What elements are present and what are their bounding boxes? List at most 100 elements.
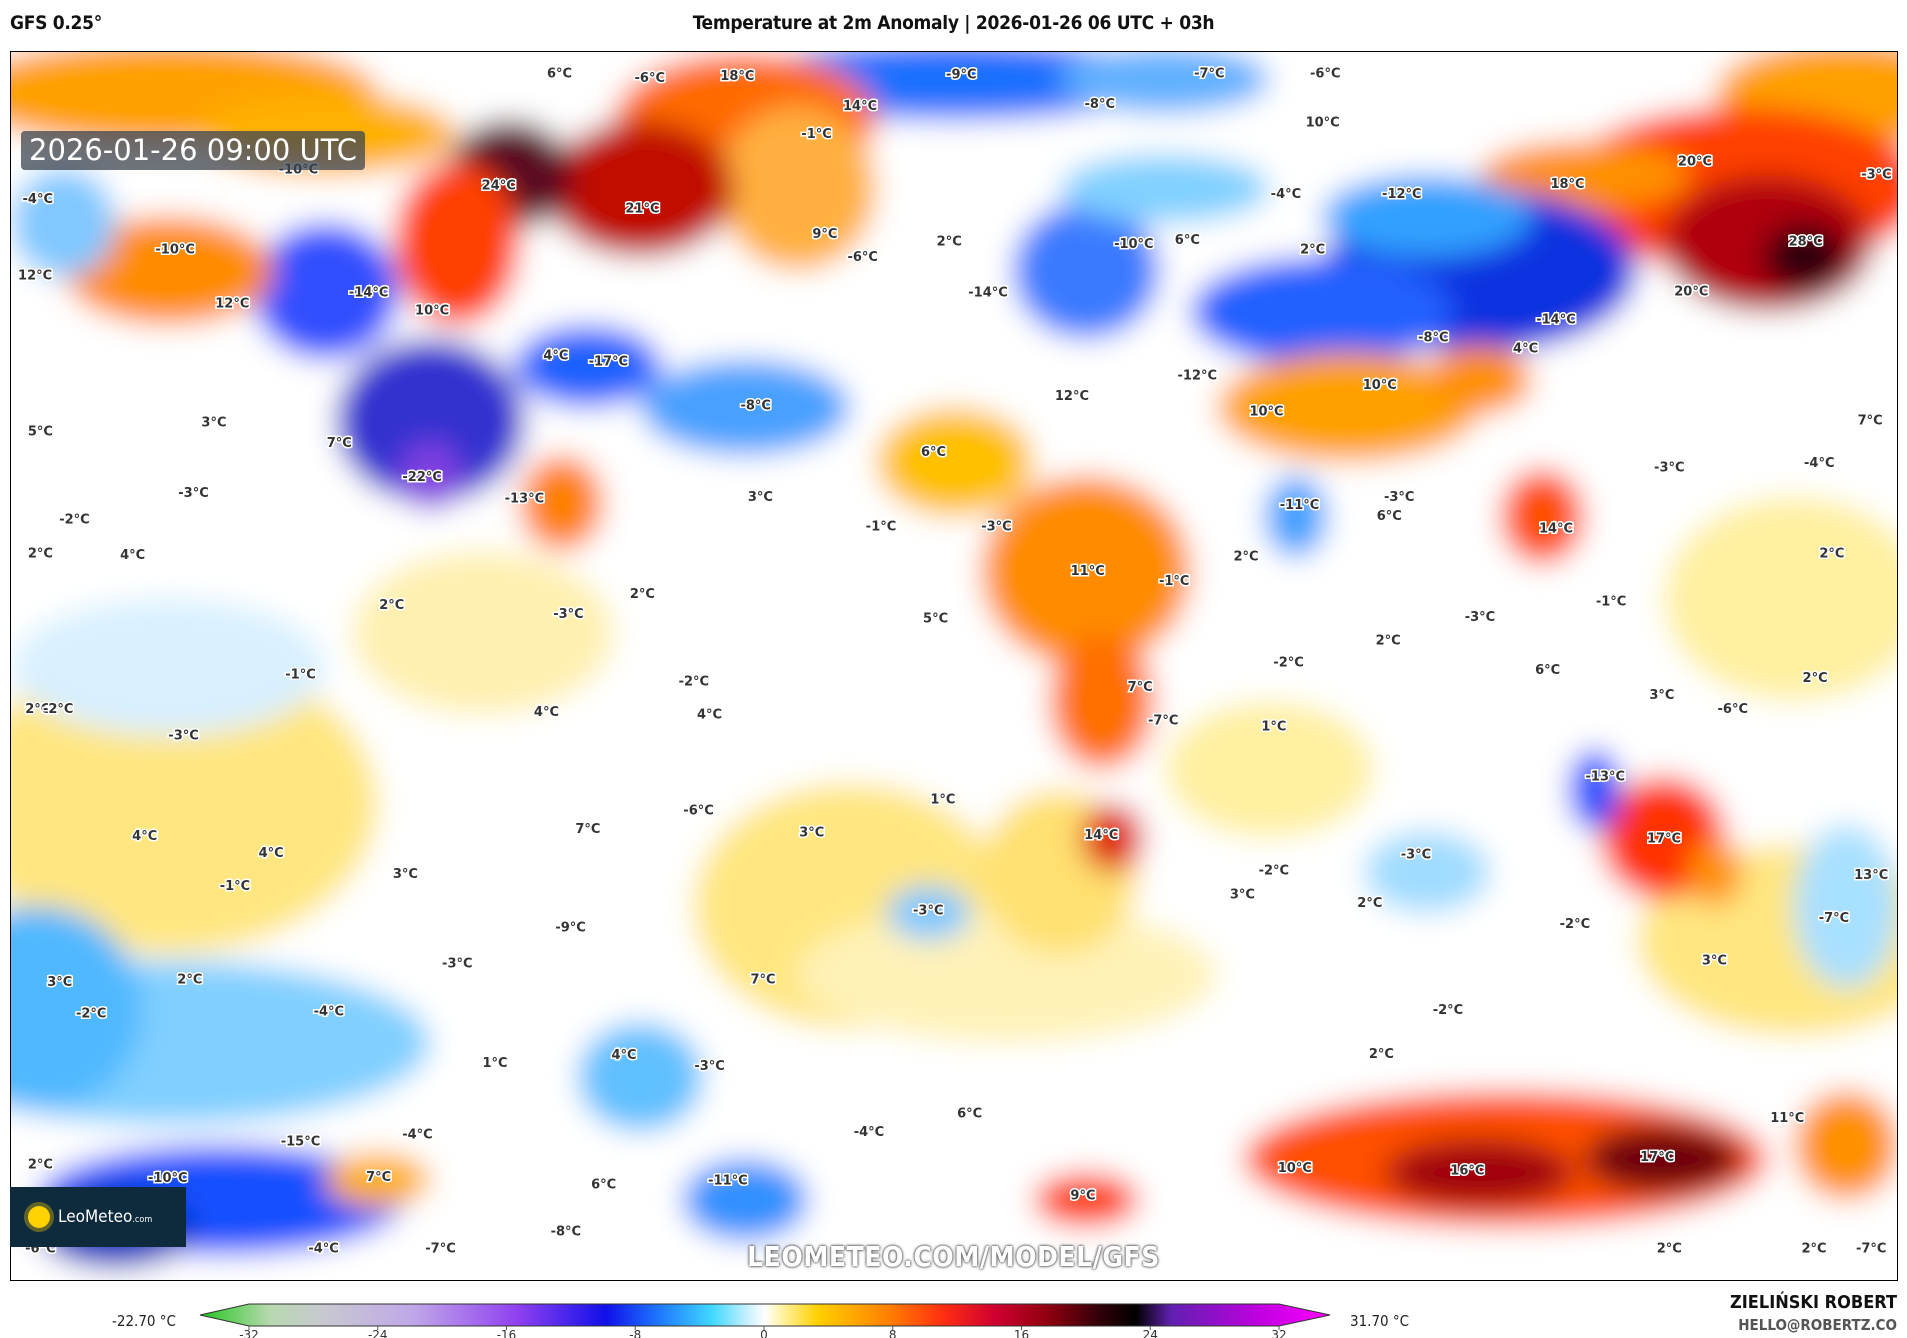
temperature-label: -1°C: [801, 127, 831, 142]
temperature-label: 18°C: [1550, 177, 1584, 192]
anomaly-area: [252, 222, 400, 360]
anomaly-area: [1164, 701, 1375, 838]
temperature-label: 12°C: [1055, 389, 1089, 404]
temperature-label: -8°C: [1418, 331, 1448, 346]
temperature-label: 2°C: [1819, 547, 1844, 562]
temperature-label: 20°C: [1674, 284, 1708, 299]
temperature-label: -7°C: [1856, 1242, 1886, 1257]
colorbar-tick-label: -8: [629, 1328, 641, 1338]
temperature-label: 2°C: [1369, 1047, 1394, 1062]
temperature-label: 17°C: [1647, 832, 1681, 847]
anomaly-area: [1080, 803, 1144, 872]
temperature-label: 20°C: [1678, 154, 1712, 169]
anomaly-area: [1049, 632, 1155, 770]
temperature-label: -3°C: [1401, 847, 1431, 862]
author-name: ZIELIŃSKI ROBERT: [1730, 1292, 1897, 1313]
anomaly-area: [886, 885, 971, 941]
anomaly-area: [393, 161, 520, 326]
temperature-label: 2°C: [630, 587, 655, 602]
temperature-label: 3°C: [393, 867, 418, 882]
temperature-label: -13°C: [1586, 769, 1626, 784]
temperature-label: 4°C: [259, 846, 284, 861]
temperature-label: 3°C: [1649, 688, 1674, 703]
logo-text: LeoMeteo: [58, 1207, 133, 1227]
temperature-label: -3°C: [1465, 610, 1495, 625]
temperature-label: 10°C: [1278, 1161, 1312, 1176]
temperature-label: -4°C: [308, 1242, 338, 1257]
temperature-label: -9°C: [946, 68, 976, 83]
temperature-label: 2°C: [1300, 243, 1325, 258]
temperature-label: -8°C: [1085, 97, 1115, 112]
temperature-label: 2°C: [177, 972, 202, 987]
temperature-label: -1°C: [285, 668, 315, 683]
temperature-label: 6°C: [547, 66, 572, 81]
temperature-label: 2°C: [25, 702, 50, 717]
temperature-label: 10°C: [1249, 405, 1283, 420]
temperature-label: 4°C: [612, 1048, 637, 1063]
author-email[interactable]: HELLO@ROBERTZ.CO: [1738, 1316, 1897, 1334]
colorbar-tick-label: 32: [1271, 1328, 1286, 1338]
temperature-label: 14°C: [1084, 828, 1118, 843]
anomaly-area: [1479, 140, 1690, 210]
colorbar-gradient: [199, 1303, 1331, 1327]
sun-icon: [28, 1206, 50, 1228]
colorbar-max-label: 31.70 °C: [1350, 1312, 1410, 1330]
temperature-label: -2°C: [1560, 917, 1590, 932]
temperature-label: 6°C: [1535, 663, 1560, 678]
temperature-label: 7°C: [327, 436, 352, 451]
anomaly-area: [1762, 222, 1847, 292]
anomaly-area: [577, 1022, 704, 1132]
temperature-label: -1°C: [1159, 574, 1189, 589]
temperature-label: 3°C: [47, 975, 72, 990]
anomaly-area: [351, 550, 615, 715]
anomaly-area: [1663, 496, 1897, 702]
temperature-label: 6°C: [1377, 509, 1402, 524]
temperature-label: -2°C: [1433, 1003, 1463, 1018]
temperature-label: -14°C: [1536, 312, 1576, 327]
temperature-label: 3°C: [201, 415, 226, 430]
temperature-label: 3°C: [1702, 953, 1727, 968]
temperature-anomaly-map[interactable]: 6°C -6°C 18°C -9°C -7°C -6°C -8°C 14°C 10°C -1°C -…: [10, 51, 1898, 1281]
anomaly-area: [545, 120, 735, 257]
temperature-label: -3°C: [1861, 167, 1891, 182]
anomaly-area: [1794, 824, 1897, 989]
temperature-label: 1°C: [930, 793, 955, 808]
anomaly-area: [1191, 257, 1454, 367]
temperature-label: 28°C: [1789, 234, 1823, 249]
temperature-label: -15°C: [281, 1134, 321, 1149]
temperature-label: -6°C: [683, 804, 713, 819]
anomaly-area: [1012, 202, 1160, 339]
colorbar-tick-label: -32: [239, 1328, 259, 1338]
temperature-label: 11°C: [1071, 564, 1105, 579]
temperature-label: 12°C: [18, 269, 52, 284]
anomaly-area: [640, 359, 851, 456]
chart-title: Temperature at 2m Anomaly | 2026-01-26 0…: [692, 12, 1215, 34]
colorbar-min-label: -22.70 °C: [112, 1312, 176, 1330]
temperature-label: 6°C: [921, 445, 946, 460]
temperature-label: 2°C: [28, 1158, 53, 1173]
temperature-label: 10°C: [1306, 115, 1340, 130]
anomaly-area: [1584, 1124, 1742, 1194]
temperature-label: 18°C: [720, 69, 754, 84]
temperature-label: 14°C: [1539, 521, 1573, 536]
anomaly-area: [1427, 345, 1532, 415]
temperature-label: 4°C: [1513, 342, 1538, 357]
anomaly-area: [876, 407, 1034, 517]
colorbar-tick-label: -16: [497, 1328, 517, 1338]
anomaly-area: [1059, 52, 1270, 114]
temperature-label: 11°C: [1770, 1111, 1804, 1126]
anomaly-area: [519, 455, 604, 551]
temperature-label: 16°C: [1450, 1164, 1484, 1179]
anomaly-area: [1033, 1172, 1139, 1228]
temperature-label: 6°C: [1175, 233, 1200, 248]
temperature-label: -2°C: [76, 1007, 106, 1022]
temperature-label: 5°C: [28, 424, 53, 439]
temperature-label: -3°C: [913, 903, 943, 918]
anomaly-area: [1385, 1138, 1574, 1207]
leometeo-logo[interactable]: LeoMeteo .com: [10, 1187, 186, 1247]
anomaly-area: [719, 106, 877, 271]
temperature-label: -4°C: [854, 1125, 884, 1140]
temperature-label: -11°C: [1280, 498, 1320, 513]
temperature-label: -2°C: [43, 702, 73, 717]
temperature-label: 7°C: [751, 972, 776, 987]
